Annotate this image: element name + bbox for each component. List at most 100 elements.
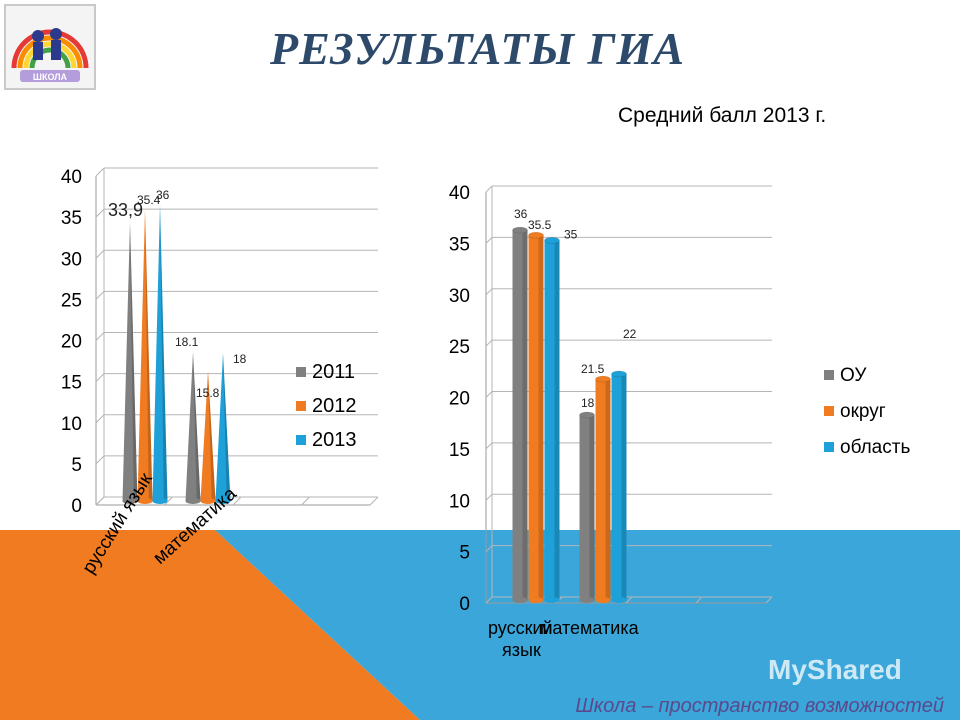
bar	[544, 240, 560, 600]
floor-divider	[369, 496, 379, 506]
bar	[611, 373, 627, 600]
data-label: 35	[564, 227, 578, 241]
bar-base	[215, 498, 231, 504]
gridline-depth	[95, 373, 105, 382]
bar	[137, 209, 153, 501]
bar-base	[185, 498, 201, 504]
y-tick-label: 40	[61, 167, 82, 188]
legend-label: 2011	[312, 361, 355, 383]
x-tick-label-part: язык	[502, 640, 541, 660]
logo-image: ШКОЛА	[11, 28, 89, 82]
floor-divider	[164, 496, 173, 506]
bar	[185, 352, 201, 501]
bar	[152, 204, 168, 501]
bar-shade	[208, 371, 216, 501]
data-label: 35.4	[137, 193, 161, 207]
data-label: 21.5	[581, 362, 605, 376]
y-tick-label: 0	[459, 594, 470, 615]
bar-top	[611, 370, 627, 378]
logo-text: ШКОЛА	[33, 72, 68, 82]
footer-slogan: Школа – пространство возможностей	[575, 695, 944, 717]
bar-base	[528, 597, 544, 603]
y-tick-label: 25	[449, 337, 470, 358]
data-label: 33,9	[108, 200, 143, 220]
floor-divider	[485, 596, 493, 604]
bar-shade	[554, 240, 560, 600]
gridline-depth	[95, 455, 105, 465]
floor-divider	[301, 496, 310, 506]
bar-shade	[193, 352, 201, 501]
y-tick-label: 30	[449, 286, 470, 307]
data-label: 36	[156, 188, 170, 202]
y-tick-label: 10	[61, 414, 82, 435]
bar-shade	[589, 415, 595, 600]
legend-swatch	[296, 367, 306, 377]
watermark: MyShared	[768, 654, 902, 685]
bar	[579, 415, 595, 600]
bar-shade	[130, 222, 138, 502]
bar-top	[579, 411, 595, 419]
gridline-depth	[485, 185, 493, 193]
y-tick-label: 35	[449, 234, 470, 255]
bar-shade	[160, 204, 168, 501]
y-tick-label: 15	[61, 373, 82, 394]
floor-divider	[95, 496, 105, 506]
gridline-depth	[95, 414, 105, 424]
y-tick-label: 35	[61, 208, 82, 229]
legend-label: округ	[840, 401, 886, 422]
gridline-depth	[485, 545, 493, 552]
floor-divider	[695, 596, 703, 604]
bar-shade	[605, 379, 611, 600]
legend-swatch	[296, 435, 306, 445]
gridline-depth	[95, 249, 105, 259]
legend-label: область	[840, 437, 910, 458]
y-tick-label: 5	[71, 455, 82, 476]
floor-divider	[625, 596, 633, 604]
bar-base	[137, 498, 153, 504]
bar-shade	[145, 209, 153, 501]
y-tick-label: 30	[61, 249, 82, 270]
bar	[595, 379, 611, 600]
data-label: 22	[623, 327, 637, 341]
x-tick-label: математика	[540, 618, 640, 638]
gridline-depth	[485, 391, 493, 398]
gridline-depth	[95, 167, 105, 177]
bar	[528, 235, 544, 601]
bar	[122, 222, 138, 502]
data-label: 18	[233, 352, 247, 366]
bar-base	[122, 498, 138, 504]
gridline-depth	[485, 493, 493, 501]
legend-swatch	[296, 401, 306, 411]
bar-base	[595, 597, 611, 603]
bar	[512, 230, 528, 600]
bar-top	[512, 226, 528, 234]
blue-band	[215, 530, 960, 720]
y-tick-label: 20	[449, 389, 470, 410]
gridline-depth	[485, 237, 493, 244]
bar-base	[579, 597, 595, 603]
bar	[200, 371, 216, 501]
legend-label: ОУ	[840, 365, 867, 386]
legend-swatch	[824, 370, 834, 380]
data-label: 15.8	[196, 386, 220, 400]
y-tick-label: 25	[61, 290, 82, 311]
gridline-depth	[485, 339, 493, 347]
legend-swatch	[824, 406, 834, 416]
x-tick-label: русский язык	[488, 618, 553, 660]
chart-subtitle: Средний балл 2013 г.	[618, 104, 827, 127]
bar	[215, 352, 231, 501]
y-tick-label: 15	[449, 440, 470, 461]
x-tick-label: русский язык	[78, 469, 157, 578]
y-tick-label: 40	[449, 183, 470, 204]
data-label: 18.1	[175, 335, 199, 349]
gridline-depth	[485, 288, 493, 296]
data-label: 18	[581, 396, 595, 410]
page-title: РЕЗУЛЬТАТЫ ГИА	[270, 23, 685, 74]
gridline-depth	[95, 332, 105, 341]
bar-shade	[223, 352, 231, 501]
bar-top	[544, 237, 560, 244]
bar-base	[544, 597, 560, 603]
bar-top	[595, 375, 611, 383]
